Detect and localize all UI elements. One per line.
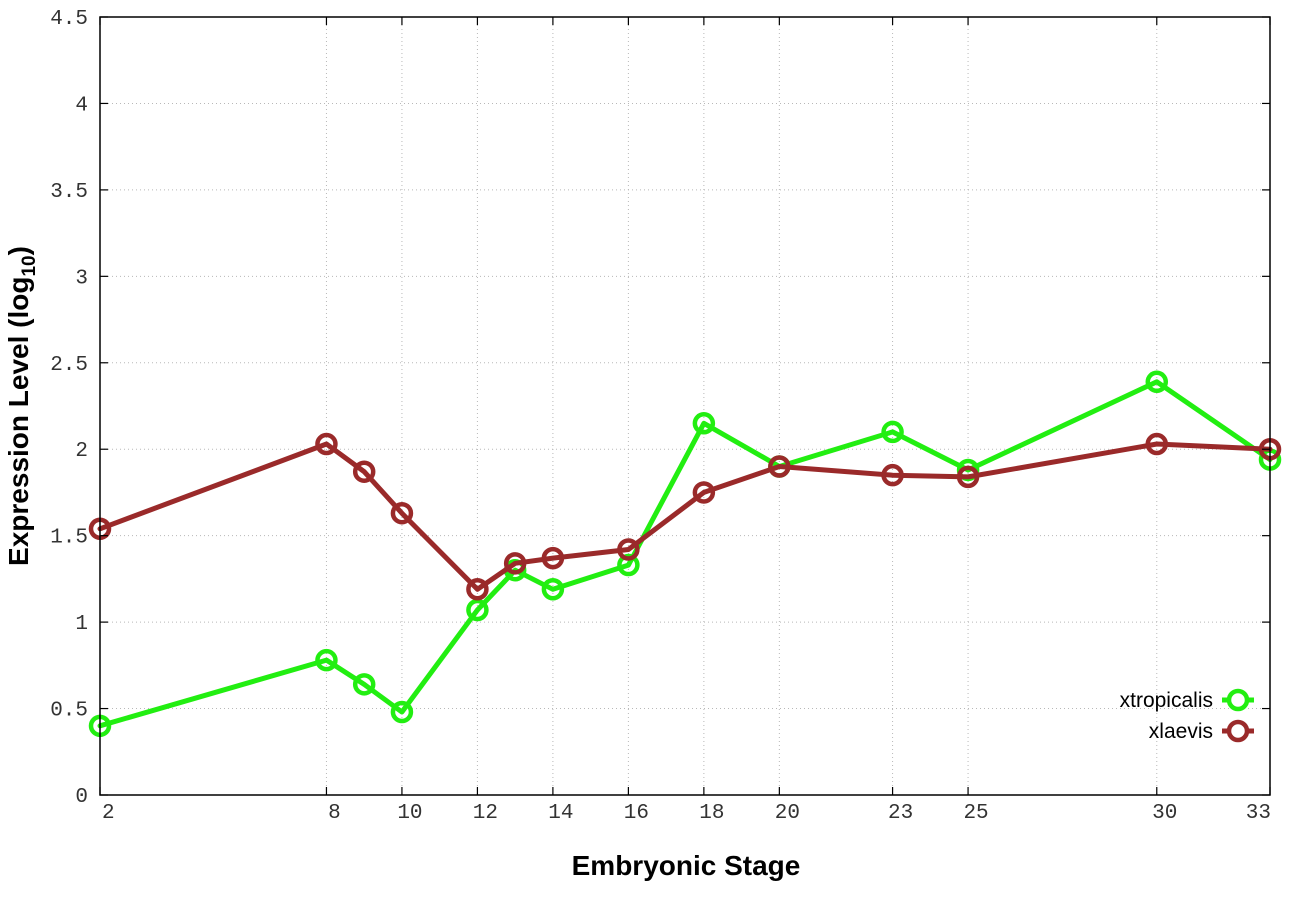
series-xtropicalis (88, 370, 1282, 738)
x-tick-label: 30 (1152, 802, 1177, 825)
data-point-xtropicalis (1145, 370, 1169, 394)
y-tick-label: 0.5 (50, 700, 88, 723)
legend-swatch-marker (1226, 719, 1250, 743)
data-point-xlaevis (541, 546, 565, 570)
legend-swatch-marker (1226, 688, 1250, 712)
data-point-xlaevis (768, 455, 791, 478)
y-tick-label: 4 (75, 94, 88, 117)
data-point-xlaevis (315, 432, 338, 456)
y-tick-label: 0 (75, 786, 88, 809)
x-tick-label: 16 (624, 802, 649, 825)
series-layer (88, 370, 1282, 738)
data-point-xlaevis (466, 578, 489, 601)
x-tick-label: 33 (1246, 802, 1271, 825)
data-point-xtropicalis (466, 598, 489, 622)
data-point-xtropicalis (692, 412, 716, 435)
x-tick-label: 20 (775, 802, 800, 825)
grid (100, 17, 1270, 795)
data-point-xlaevis (956, 465, 980, 489)
legend: xtropicalis xlaevis (1120, 688, 1254, 743)
axis-ticks: 0 0.5 1 1.5 2 2.5 3 3.5 4 4.5 2 8 10 12 14 16 18 20 23 25 30… (50, 8, 1271, 825)
y-axis-title-close: ) (3, 246, 34, 255)
data-point-xlaevis (390, 501, 414, 525)
data-point-xlaevis (692, 481, 716, 504)
x-axis-title: Embryonic Stage (572, 850, 801, 881)
y-tick-label: 1 (75, 613, 88, 636)
x-tick-label: 12 (473, 802, 498, 825)
y-tick-label: 4.5 (50, 8, 88, 31)
data-point-xlaevis (1145, 432, 1169, 456)
data-point-xtropicalis (881, 420, 904, 444)
x-tick-label: 18 (699, 802, 724, 825)
y-axis-title-main: Expression Level (log (3, 277, 34, 566)
y-axis-title: Expression Level (log10) (3, 246, 40, 566)
x-tick-label: 23 (888, 802, 913, 825)
x-tick-label: 8 (328, 802, 341, 825)
data-point-xlaevis (503, 552, 527, 575)
legend-label: xtropicalis (1120, 689, 1213, 712)
y-axis-title-subscript: 10 (19, 255, 40, 276)
data-point-xtropicalis (541, 578, 565, 601)
data-point-xtropicalis (352, 673, 376, 696)
data-point-xtropicalis (390, 700, 414, 724)
data-point-xtropicalis (315, 648, 338, 672)
y-tick-label: 1.5 (50, 527, 88, 550)
y-tick-label: 3 (75, 267, 88, 290)
series-xlaevis (88, 432, 1282, 601)
data-point-xtropicalis (617, 553, 640, 577)
series-line-xtropicalis (97, 379, 1273, 729)
x-tick-label: 10 (397, 802, 422, 825)
x-tick-label: 25 (963, 802, 988, 825)
data-point-xlaevis (617, 538, 640, 561)
legend-label: xlaevis (1149, 720, 1213, 743)
x-tick-label: 2 (102, 802, 115, 825)
plot-frame (99, 16, 1271, 796)
data-point-xlaevis (881, 463, 904, 487)
y-tick-label: 2 (75, 440, 88, 463)
y-tick-label: 2.5 (50, 354, 88, 377)
data-point-xlaevis (352, 460, 376, 483)
y-tick-label: 3.5 (50, 181, 88, 204)
x-tick-label: 14 (548, 802, 573, 825)
series-line-xlaevis (97, 441, 1273, 592)
